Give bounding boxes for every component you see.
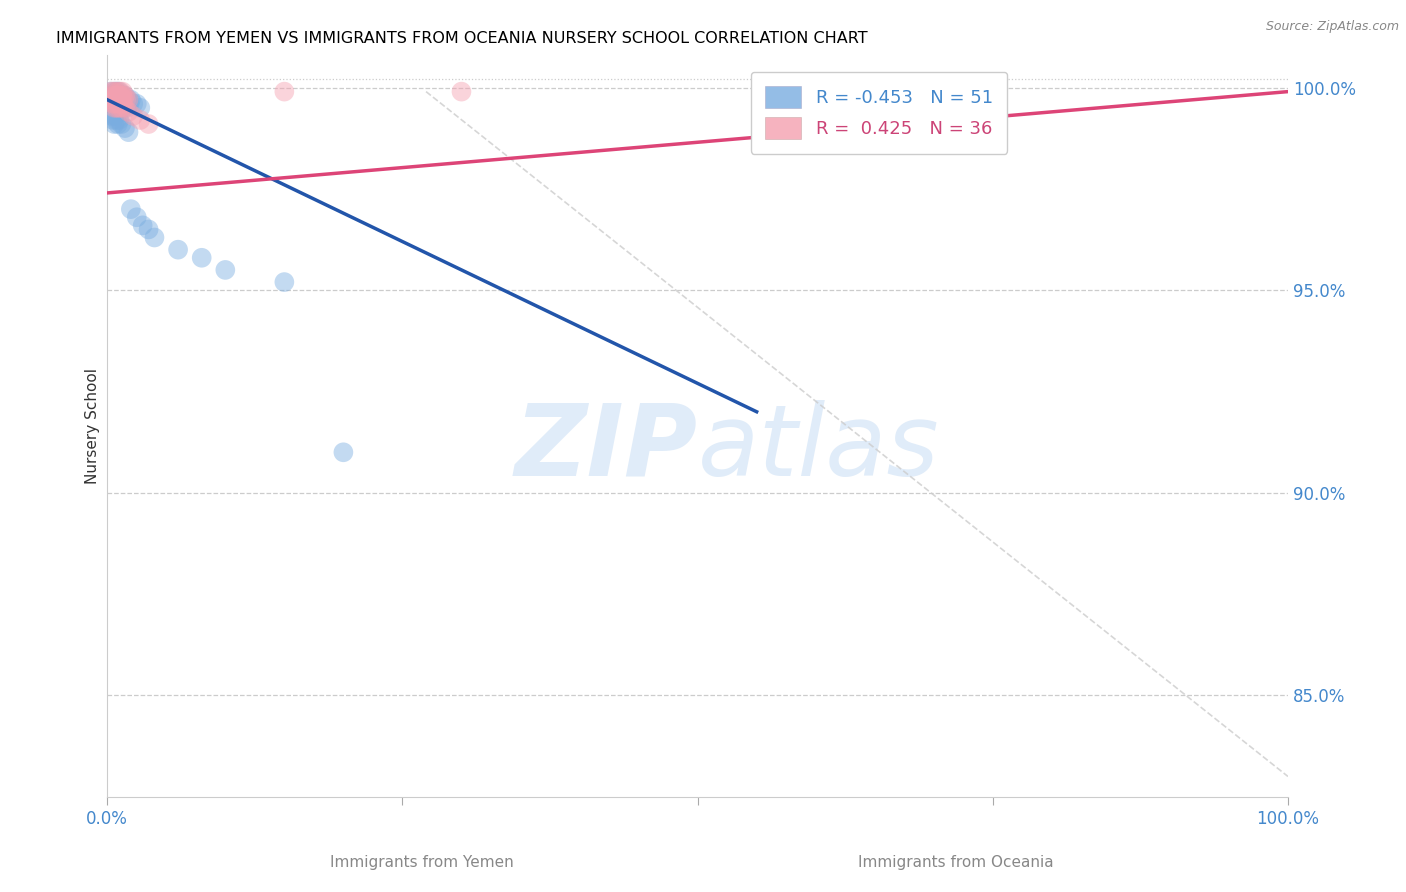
Point [117,101,139,115]
Point [125,96,148,111]
Point [108,93,131,107]
Point [100,85,122,99]
Point [110,101,132,115]
Point [273,275,295,289]
Point [115,93,138,107]
Point [103,101,125,115]
Point [105,101,128,115]
Point [120,202,142,216]
Point [138,117,160,131]
Legend: R = -0.453   N = 51, R =  0.425   N = 36: R = -0.453 N = 51, R = 0.425 N = 36 [751,71,1007,153]
Point [105,85,128,99]
Point [117,93,139,107]
Point [129,101,152,115]
Point [105,93,128,107]
Point [107,96,129,111]
Point [125,211,148,225]
Point [110,93,132,107]
Point [101,113,124,128]
Point [167,243,190,257]
Text: atlas: atlas [697,400,939,497]
Point [104,85,127,99]
Point [111,85,134,99]
Point [214,263,236,277]
Point [104,88,127,103]
Point [108,101,131,115]
Point [129,113,152,128]
Point [115,93,138,107]
Point [101,109,124,123]
Point [104,96,127,111]
Point [332,445,354,459]
Point [190,251,212,265]
Point [110,117,132,131]
Point [114,101,136,115]
Point [131,219,153,233]
Point [120,93,142,107]
Point [122,109,145,123]
Point [111,96,134,111]
Text: IMMIGRANTS FROM YEMEN VS IMMIGRANTS FROM OCEANIA NURSERY SCHOOL CORRELATION CHAR: IMMIGRANTS FROM YEMEN VS IMMIGRANTS FROM… [56,31,868,46]
Point [111,96,134,111]
Point [104,96,127,111]
Text: Immigrants from Oceania: Immigrants from Oceania [858,855,1054,870]
Point [117,125,139,139]
Text: Source: ZipAtlas.com: Source: ZipAtlas.com [1265,20,1399,33]
Point [100,85,122,99]
Point [107,85,129,99]
Point [103,93,125,107]
Point [108,93,131,107]
Point [101,96,124,111]
Point [114,88,136,103]
Point [110,96,132,111]
Point [107,117,129,131]
Point [107,96,129,111]
Point [112,101,135,115]
Point [114,121,136,136]
Text: Immigrants from Yemen: Immigrants from Yemen [330,855,513,870]
Point [105,93,128,107]
Point [143,230,166,244]
Point [110,101,132,115]
Point [117,104,139,119]
Point [114,96,136,111]
Point [114,88,136,103]
Point [111,88,134,103]
Y-axis label: Nursery School: Nursery School [86,368,100,484]
Point [101,88,124,103]
Point [122,96,145,111]
Point [108,113,131,128]
Point [105,113,128,128]
Point [101,93,124,107]
Point [110,96,132,111]
Point [273,85,295,99]
Point [112,93,135,107]
Point [110,85,132,99]
Point [118,96,141,111]
Point [138,222,160,236]
Point [107,88,129,103]
Point [107,88,129,103]
Point [103,117,125,131]
Text: ZIP: ZIP [515,400,697,497]
Point [110,93,132,107]
Point [108,101,131,115]
Point [101,85,124,99]
Point [101,93,124,107]
Point [450,85,472,99]
Point [117,93,139,107]
Point [101,88,124,103]
Point [110,88,132,103]
Point [111,88,134,103]
Point [108,85,131,99]
Point [103,85,125,99]
Point [110,88,132,103]
Point [112,93,135,107]
Point [104,109,127,123]
Point [104,88,127,103]
